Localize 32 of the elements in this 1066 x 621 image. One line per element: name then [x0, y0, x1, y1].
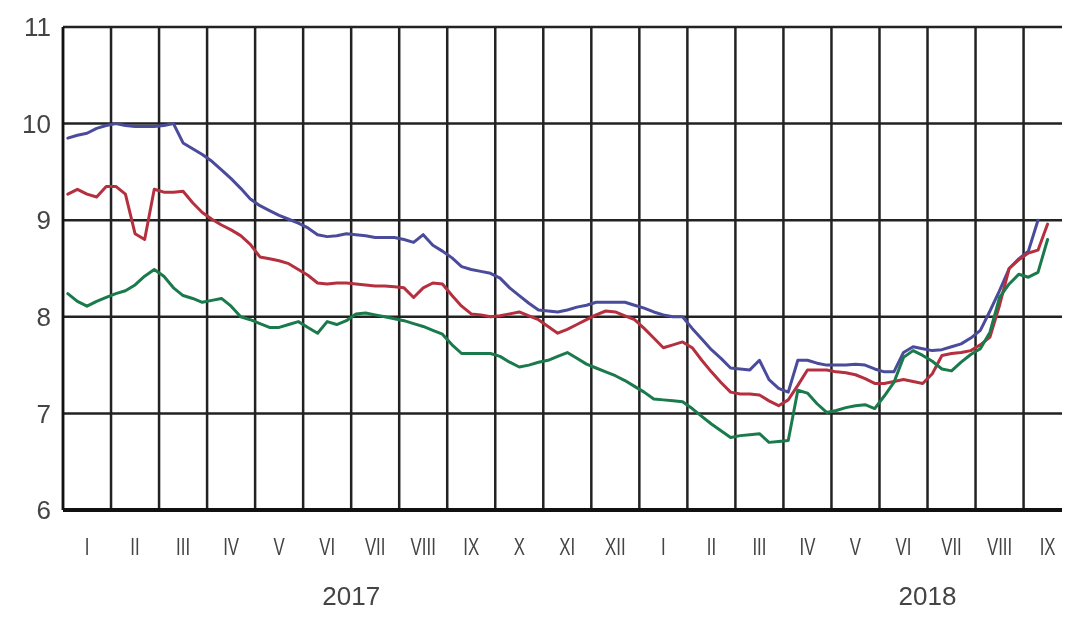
- line-series: [66, 184, 1050, 408]
- x-tick-label: V: [849, 532, 862, 560]
- line-series: [66, 238, 1050, 444]
- x-tick-label: VIII: [986, 532, 1013, 560]
- x-tick-label: IV: [799, 532, 816, 560]
- x-tick-label: IV: [223, 532, 240, 560]
- text: 2017: [322, 581, 381, 611]
- text: 2018: [898, 581, 957, 611]
- x-tick-label: VII: [941, 532, 962, 560]
- x-tick-label: XII: [605, 532, 626, 560]
- x-tick-label: I: [661, 532, 666, 560]
- x-tick-label: XI: [559, 532, 576, 560]
- x-tick-label: IX: [1039, 532, 1056, 560]
- x-tick-label: III: [176, 532, 191, 560]
- x-tick-label: II: [706, 532, 717, 560]
- line-series: [66, 122, 1040, 394]
- y-tick-label: 6: [36, 495, 51, 526]
- y-tick-label: 8: [36, 301, 51, 332]
- y-tick-label: 10: [22, 108, 51, 139]
- x-tick-label: VI: [895, 532, 912, 560]
- y-tick-label: 11: [24, 12, 51, 43]
- x-tick-label: X: [513, 532, 526, 560]
- x-tick-label: III: [752, 532, 767, 560]
- x-tick-label: VIII: [410, 532, 436, 560]
- x-tick-label: II: [130, 532, 140, 560]
- x-tick-label: IX: [463, 532, 480, 560]
- y-tick-label: 7: [36, 398, 51, 429]
- x-tick-label: V: [273, 532, 285, 560]
- x-tick-label: VII: [364, 532, 386, 560]
- x-tick-label: VI: [319, 532, 336, 560]
- y-tick-label: 9: [36, 205, 51, 236]
- x-tick-label: I: [84, 532, 90, 560]
